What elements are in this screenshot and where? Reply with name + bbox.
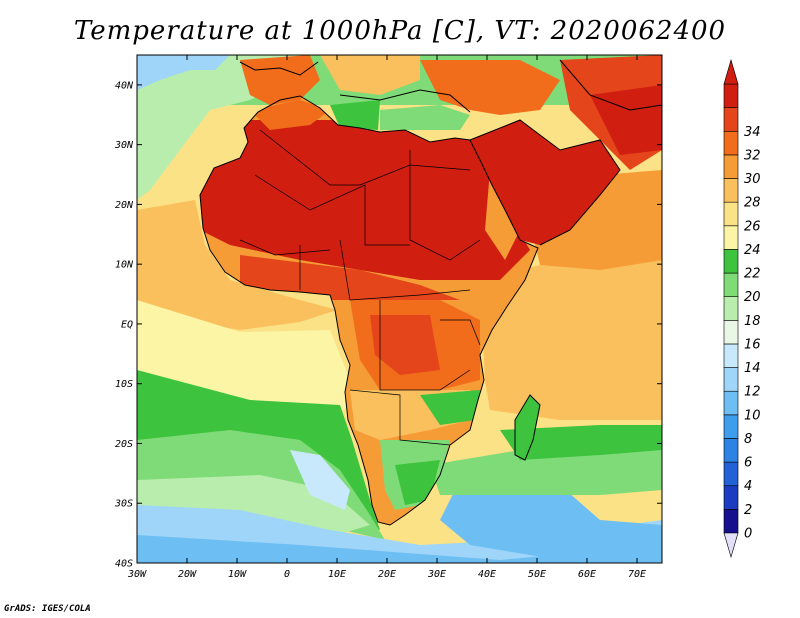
colorbar-swatch	[723, 296, 739, 321]
colorbar-label: 0	[744, 527, 752, 542]
colorbar-label: 4	[744, 479, 752, 494]
credit-label: GrADS: IGES/COLA	[4, 604, 91, 614]
colorbar-label: 12	[744, 385, 761, 400]
colorbar-swatch	[723, 154, 739, 179]
lat-tick-label: 20N	[115, 200, 134, 211]
lat-tick-label: 10N	[115, 260, 134, 271]
lon-tick-label: 40E	[478, 569, 496, 580]
colorbar-swatch	[723, 509, 739, 534]
lon-tick-label: 70E	[628, 569, 646, 580]
colorbar-label: 6	[744, 456, 752, 471]
lon-tick-label: 10E	[328, 569, 346, 580]
colorbar-swatch	[723, 225, 739, 250]
colorbar-label: 34	[744, 125, 761, 140]
lon-tick-label: 0	[284, 569, 290, 580]
country-borders	[239, 129, 481, 446]
lat-tick-label: EQ	[121, 319, 133, 330]
colorbar-under-triangle	[723, 532, 739, 559]
colorbar-swatch	[723, 178, 739, 203]
colorbar-swatch	[723, 249, 739, 274]
colorbar-label: 24	[744, 243, 761, 258]
colorbar-swatch	[723, 130, 739, 156]
lon-tick-label: 20E	[378, 569, 396, 580]
lat-tick-label: 30N	[114, 140, 134, 151]
colorbar-swatch	[723, 343, 739, 368]
colorbar-swatch	[723, 83, 739, 108]
colorbar-label: 30	[744, 172, 761, 187]
colorbar-label: 22	[744, 267, 761, 282]
lon-tick-label: 30E	[427, 569, 446, 580]
lon-tick-label: 50E	[528, 569, 546, 580]
lon-tick-label: 10W	[228, 569, 247, 580]
colorbar-label: 2	[744, 503, 752, 518]
colorbar-swatch	[723, 272, 739, 297]
temperature-field	[137, 55, 662, 563]
colorbar-swatch	[723, 390, 739, 416]
colorbar-over-triangle	[723, 58, 739, 85]
lat-tick-label: 20S	[115, 439, 133, 450]
colorbar-label: 8	[744, 432, 752, 447]
plot-frame	[136, 54, 663, 564]
lat-tick-label: 40N	[115, 80, 134, 91]
lon-tick-label: 30W	[127, 569, 147, 580]
lon-tick-label: 60E	[578, 569, 596, 580]
colorbar-swatch	[723, 438, 739, 463]
colorbar-label: 18	[744, 314, 761, 329]
lon-tick-label: 20W	[178, 569, 197, 580]
lat-tick-label: 30S	[114, 499, 133, 510]
lat-tick-label: 40S	[115, 559, 133, 570]
colorbar-label: 26	[744, 219, 761, 234]
longitude-axis: 30W 20W 10W 0 10E 20E 30E 40E 50E 60E 70E	[127, 55, 646, 580]
colorbar-swatch	[723, 485, 739, 510]
colorbar-swatch	[723, 320, 739, 345]
coastlines	[199, 59, 662, 526]
colorbar-label: 16	[744, 337, 761, 352]
colorbar-swatch	[723, 367, 739, 392]
colorbar-swatch	[723, 107, 739, 132]
colorbar-swatch	[723, 201, 739, 227]
colorbar-label: 10	[744, 408, 761, 423]
colorbar-label: 32	[744, 148, 761, 163]
lat-tick-label: 10S	[115, 379, 133, 390]
colorbar-label: 14	[744, 361, 761, 376]
map-title: Temperature at 1000hPa [C], VT: 20200624…	[73, 16, 727, 46]
colorbar-label: 20	[744, 290, 761, 305]
colorbar-swatch	[723, 461, 739, 487]
colorbar-label: 28	[744, 196, 761, 211]
latitude-axis: 40N 30N 20N 10N EQ 10S 20S 30S 40S	[114, 80, 662, 570]
colorbar-swatch	[723, 414, 739, 439]
